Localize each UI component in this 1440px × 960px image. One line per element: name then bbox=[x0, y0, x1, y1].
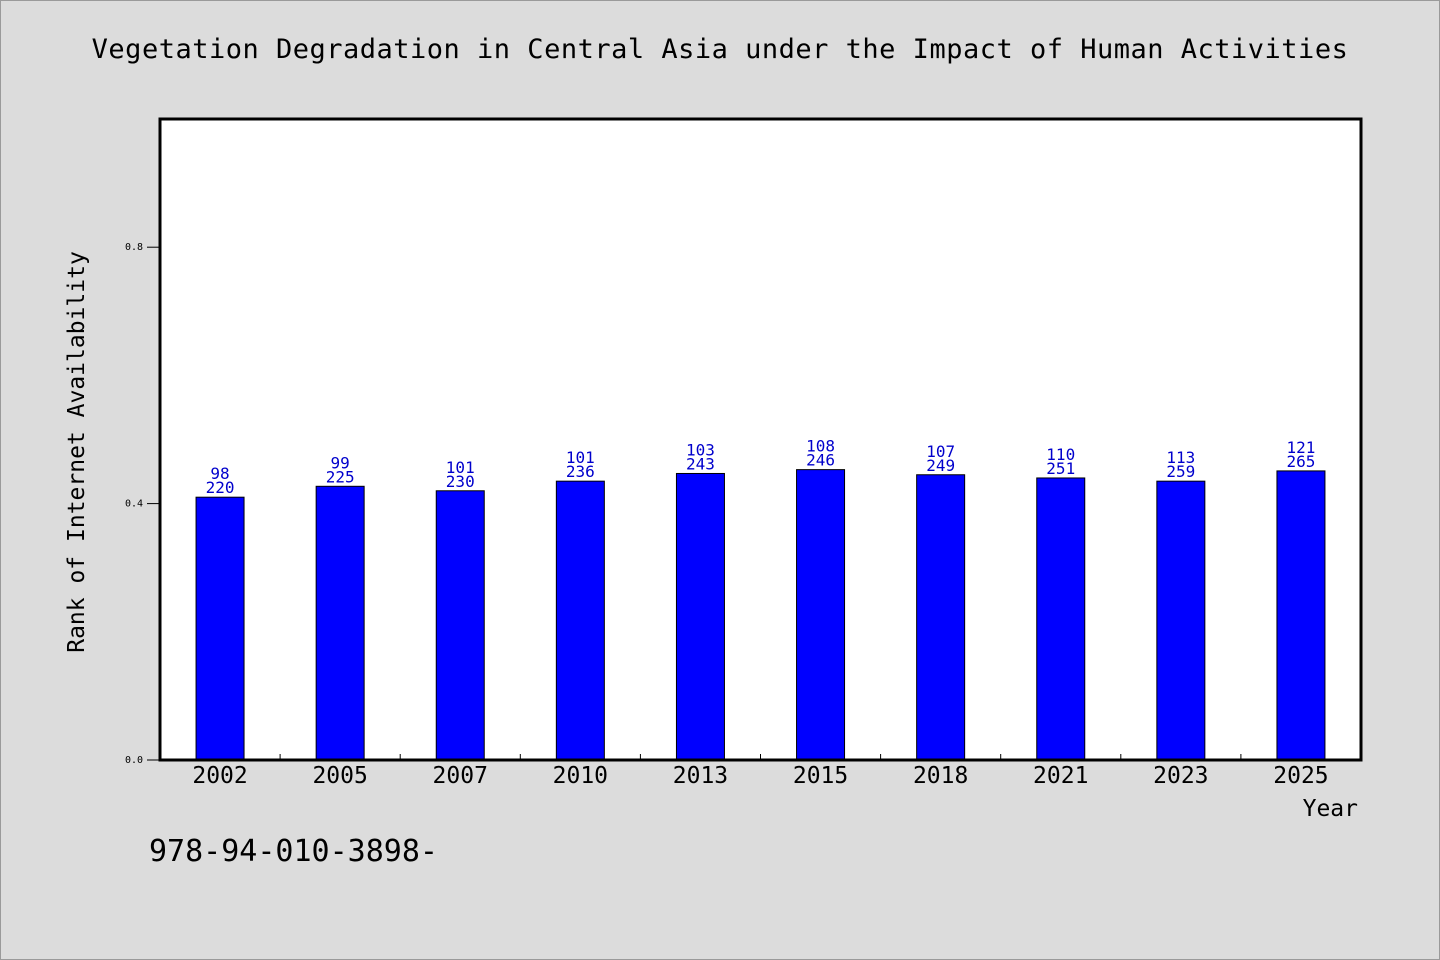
x-ticks-group: 2002 2005 2007 2010 2013 2015 2018 2021 2023 2025 bbox=[192, 754, 1329, 789]
bar-2023 bbox=[1156, 480, 1206, 761]
bar-2015 bbox=[796, 469, 846, 761]
data-label-bottom: 259 bbox=[1166, 462, 1195, 481]
data-label-top: 98 bbox=[210, 464, 229, 483]
x-tick-label: 2002 bbox=[192, 763, 247, 789]
data-label-bottom: 249 bbox=[926, 456, 955, 475]
data-label-bottom: 225 bbox=[326, 467, 355, 486]
chart-title: Vegetation Degradation in Central Asia u… bbox=[91, 34, 1349, 65]
data-label-top: 121 bbox=[1286, 438, 1315, 457]
x-tick-label: 2005 bbox=[312, 763, 367, 789]
bar-2013 bbox=[675, 472, 725, 761]
bars-group bbox=[195, 469, 1326, 761]
y-axis-title: Rank of Internet Availability bbox=[64, 251, 90, 653]
x-tick-label: 2025 bbox=[1273, 763, 1328, 789]
data-label-top: 108 bbox=[806, 437, 835, 456]
data-label-top: 110 bbox=[1046, 445, 1075, 464]
data-label-bottom: 246 bbox=[806, 451, 835, 470]
data-label-bottom: 265 bbox=[1286, 452, 1315, 471]
x-tick-label: 2021 bbox=[1033, 763, 1088, 789]
data-label-bottom: 236 bbox=[566, 462, 595, 481]
x-axis-title: Year bbox=[1303, 796, 1358, 822]
y-tick-label: 0.4 bbox=[125, 499, 143, 510]
data-label-bottom: 251 bbox=[1046, 459, 1075, 478]
y-tick-label: 0.0 bbox=[125, 755, 143, 766]
x-tick-label: 2015 bbox=[793, 763, 848, 789]
bar-2018 bbox=[916, 474, 966, 761]
data-label-top: 99 bbox=[331, 453, 350, 472]
footer-code: 978-94-010-3898- bbox=[149, 834, 438, 869]
x-tick-label: 2007 bbox=[433, 763, 488, 789]
data-label-top: 107 bbox=[926, 442, 955, 461]
data-label-bottom: 243 bbox=[686, 454, 715, 473]
plot-border bbox=[158, 117, 1363, 762]
bar-2021 bbox=[1036, 477, 1086, 761]
x-tick-label: 2018 bbox=[913, 763, 968, 789]
data-label-top: 113 bbox=[1166, 448, 1195, 467]
y-tick-label: 0.8 bbox=[125, 242, 143, 253]
data-label-top: 101 bbox=[566, 448, 595, 467]
bar-2025 bbox=[1276, 470, 1326, 761]
bar-2007 bbox=[435, 490, 485, 761]
data-label-top: 101 bbox=[446, 458, 475, 477]
x-tick-label: 2023 bbox=[1153, 763, 1208, 789]
bar-2005 bbox=[315, 485, 365, 761]
bar-2002 bbox=[195, 496, 245, 761]
x-tick-label: 2013 bbox=[673, 763, 728, 789]
data-label-top: 103 bbox=[686, 440, 715, 459]
bar-2010 bbox=[555, 480, 605, 761]
y-ticks-group: 0.0 0.4 0.8 bbox=[125, 242, 160, 766]
data-label-bottom: 220 bbox=[206, 478, 235, 497]
x-tick-label: 2010 bbox=[553, 763, 608, 789]
data-label-bottom: 230 bbox=[446, 472, 475, 491]
